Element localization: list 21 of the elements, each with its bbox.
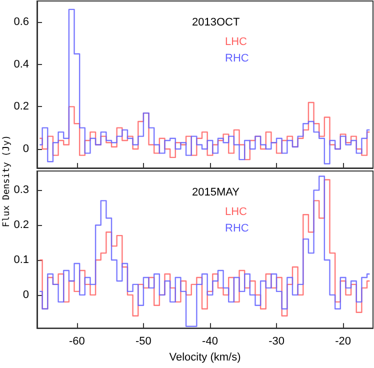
y-tick-label: 0.3 [14, 184, 29, 196]
x-tick-label: -40 [202, 336, 218, 348]
text: 2015MAY [192, 186, 240, 198]
text: LHC [225, 36, 248, 48]
x-tick-label: -60 [68, 336, 85, 348]
x-axis-title: Velocity (km/s) [169, 352, 241, 364]
y-tick-label: 0.2 [14, 100, 29, 113]
text: LHC [225, 206, 248, 218]
y-tick-label: 0 [22, 142, 29, 155]
y-tick-label: 0.1 [14, 254, 29, 266]
text: RHC [225, 52, 249, 64]
y-axis-title: Flux Density (Jy) [2, 134, 12, 230]
text: 2013OCT [192, 16, 240, 28]
x-tick-label: -20 [335, 336, 352, 348]
y-tick-label: 0.6 [14, 16, 29, 28]
text: RHC [225, 222, 249, 234]
y-tick-label: 0 [22, 288, 29, 301]
x-tick-label: -30 [268, 336, 284, 348]
y-tick-label: 0.4 [14, 58, 29, 70]
x-tick-label: -50 [136, 336, 152, 348]
y-tick-label: 0.2 [14, 219, 29, 232]
